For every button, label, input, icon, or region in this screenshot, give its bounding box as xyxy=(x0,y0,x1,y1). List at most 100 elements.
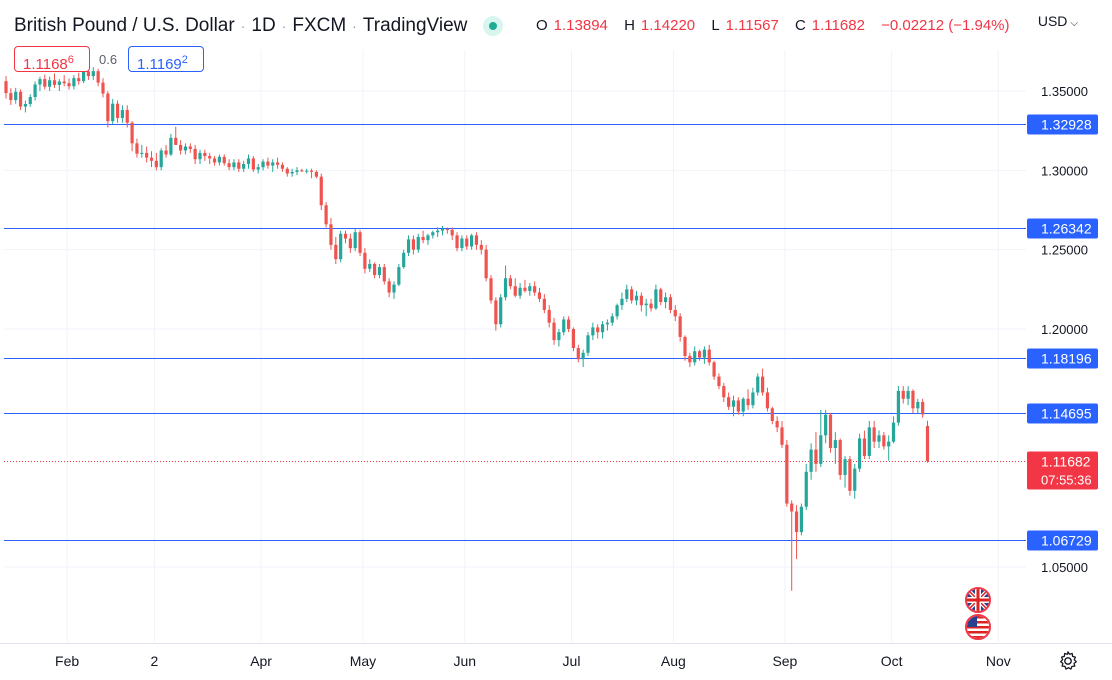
candles xyxy=(4,67,930,591)
candle-body xyxy=(702,349,706,358)
candle-body xyxy=(528,286,532,291)
candle-body xyxy=(329,224,333,245)
low-number: 1.11567 xyxy=(725,17,779,34)
candle-body xyxy=(877,435,881,442)
x-tick-label: May xyxy=(350,653,376,669)
currency-selector[interactable]: USD ⌵ xyxy=(1038,13,1078,29)
candle-body xyxy=(547,309,551,323)
open-value: O 1.13894 xyxy=(536,17,614,34)
uk-flag-icon[interactable] xyxy=(965,587,991,613)
candle-body xyxy=(111,103,115,122)
candle-body xyxy=(188,146,192,149)
candle-body xyxy=(828,414,833,448)
candle-body xyxy=(697,351,702,358)
candle-body xyxy=(596,327,600,333)
level-label-bg xyxy=(1027,218,1098,239)
candle-body xyxy=(858,438,862,469)
candle-body xyxy=(120,110,124,118)
candle-body xyxy=(246,158,251,164)
candle-body xyxy=(484,249,488,279)
candle-body xyxy=(664,297,668,303)
candle-body xyxy=(644,303,648,306)
close-label: C xyxy=(794,17,806,34)
candle-body xyxy=(591,327,595,336)
candle-body xyxy=(86,71,91,77)
candle-body xyxy=(96,71,100,83)
candle-body xyxy=(72,78,76,87)
level-label: 1.06729 xyxy=(1041,533,1092,549)
us-flag-icon[interactable] xyxy=(965,614,991,640)
us-flag-graphic xyxy=(967,616,989,638)
candle-body xyxy=(736,400,740,412)
x-tick-label: Jun xyxy=(454,653,477,669)
candle-body xyxy=(494,300,498,325)
candle-body xyxy=(581,352,585,360)
candle-body xyxy=(683,336,687,356)
candle-body xyxy=(212,158,217,163)
candle-body xyxy=(761,376,765,393)
chevron-down-icon: ⌵ xyxy=(1070,18,1078,29)
candle-body xyxy=(276,162,280,165)
candle-body xyxy=(838,440,842,475)
candle-body xyxy=(731,400,736,407)
candle-body xyxy=(125,110,129,123)
candle-body xyxy=(52,80,57,85)
level-label: 1.14695 xyxy=(1041,406,1092,422)
candle-body xyxy=(377,267,382,276)
candle-body xyxy=(387,281,391,293)
candle-body xyxy=(115,103,120,118)
candle-body xyxy=(179,144,183,151)
candle-body xyxy=(571,329,576,349)
buy-price-button[interactable]: 1.11692 xyxy=(128,46,204,73)
candle-body xyxy=(688,355,692,363)
candle-body xyxy=(518,287,522,296)
candle-body xyxy=(576,348,580,360)
candle-body xyxy=(833,440,837,448)
candle-body xyxy=(193,148,197,160)
x-tick-label: Aug xyxy=(661,653,686,669)
candle-body xyxy=(353,232,357,249)
candle-body xyxy=(9,93,13,101)
candle-body xyxy=(804,471,808,507)
candle-body xyxy=(891,422,896,442)
sell-price-button[interactable]: 1.11686 xyxy=(14,46,90,73)
candle-body xyxy=(154,160,158,168)
symbol-name[interactable]: British Pound / U.S. Dollar xyxy=(14,15,235,36)
candle-body xyxy=(339,233,343,260)
x-tick-label: Jul xyxy=(563,653,581,669)
candle-body xyxy=(431,232,435,236)
candle-body xyxy=(843,459,847,475)
candle-body xyxy=(862,438,867,456)
gear-icon[interactable] xyxy=(1057,650,1079,672)
candle-body xyxy=(722,386,726,398)
candle-body xyxy=(751,392,755,406)
candle-body xyxy=(562,319,566,333)
source: TradingView xyxy=(362,15,468,36)
candle-body xyxy=(416,236,420,250)
candle-body xyxy=(358,232,362,253)
change-value: −0.02212 (−1.94%) xyxy=(881,17,1010,34)
candle-body xyxy=(537,292,542,299)
candle-body xyxy=(135,143,139,154)
candle-body xyxy=(882,435,886,447)
current-price-label: 1.11682 xyxy=(1041,454,1091,470)
candle-body xyxy=(411,239,415,250)
low-value: L 1.11567 xyxy=(711,17,784,34)
sell-price: 1.1168 xyxy=(23,56,68,73)
interval[interactable]: 1D xyxy=(251,15,276,36)
buy-price: 1.1169 xyxy=(137,56,182,73)
candle-body xyxy=(470,235,474,247)
candle-body xyxy=(67,83,71,87)
candle-body xyxy=(455,235,459,249)
candle-body xyxy=(567,319,571,329)
candle-body xyxy=(479,244,483,250)
header-separator: · xyxy=(352,18,357,34)
candle-body xyxy=(203,152,207,157)
close-number: 1.11682 xyxy=(811,17,865,34)
candle-body xyxy=(824,414,828,436)
candle-body xyxy=(373,263,377,276)
level-label-bg xyxy=(1027,114,1098,135)
y-tick-label: 1.30000 xyxy=(1041,163,1088,178)
candle-body xyxy=(508,278,512,287)
